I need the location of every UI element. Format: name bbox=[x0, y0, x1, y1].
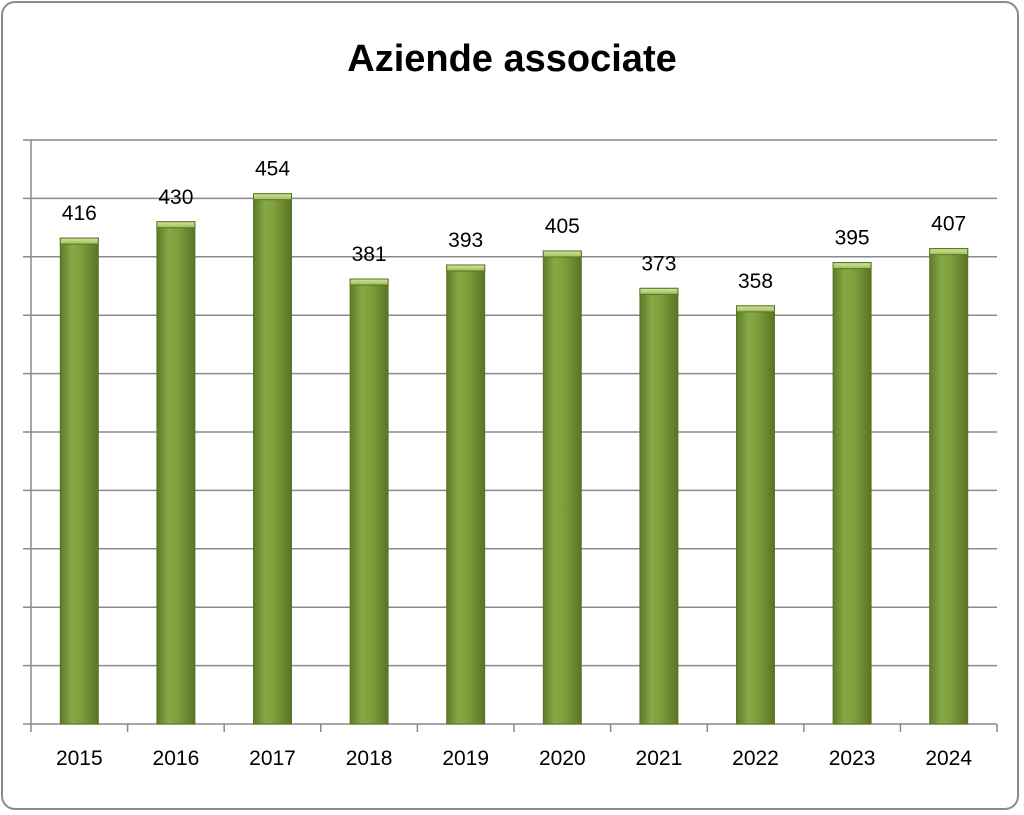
bar bbox=[929, 248, 969, 725]
bar-cap bbox=[349, 278, 389, 286]
data-label: 405 bbox=[545, 215, 580, 238]
bar bbox=[156, 221, 196, 725]
x-tick-labels: 2015 2016 2017 2018 2019 2020 2021 2022 2023 2024 bbox=[56, 747, 972, 770]
axes bbox=[30, 140, 998, 732]
x-tick-label: 2021 bbox=[636, 747, 683, 770]
data-label: 407 bbox=[931, 213, 966, 236]
bar bbox=[446, 264, 486, 725]
bar-cap bbox=[639, 287, 679, 295]
data-labels: 416 430 454 381 393 405 373 358 395 407 bbox=[62, 158, 966, 293]
bar-cap bbox=[736, 305, 775, 313]
x-tick-label: 2015 bbox=[56, 747, 103, 770]
bar-cap bbox=[832, 262, 872, 270]
data-label: 393 bbox=[448, 229, 483, 252]
bar bbox=[542, 250, 582, 725]
bar bbox=[736, 305, 775, 725]
bar-body bbox=[832, 262, 872, 725]
data-label: 373 bbox=[641, 252, 676, 275]
x-tick-label: 2020 bbox=[539, 747, 586, 770]
bar-body bbox=[639, 287, 679, 725]
bar-body bbox=[59, 237, 99, 725]
bar-cap bbox=[156, 221, 196, 229]
bar-body bbox=[929, 248, 969, 725]
bar-cap bbox=[929, 248, 969, 256]
x-tick-label: 2016 bbox=[153, 747, 200, 770]
bar-cap bbox=[542, 250, 582, 258]
bar-body bbox=[736, 305, 775, 725]
data-label: 381 bbox=[352, 243, 387, 266]
bar-body bbox=[253, 193, 292, 725]
bars bbox=[59, 193, 969, 725]
x-tick-label: 2023 bbox=[829, 747, 876, 770]
bar-cap bbox=[253, 193, 292, 201]
bar bbox=[639, 287, 679, 725]
bar-cap bbox=[446, 264, 486, 272]
x-tick-label: 2018 bbox=[346, 747, 393, 770]
bar-body bbox=[349, 278, 389, 725]
data-label: 358 bbox=[738, 270, 773, 293]
bar bbox=[59, 237, 99, 725]
x-tick-label: 2024 bbox=[925, 747, 972, 770]
chart-title: Aziende associate bbox=[347, 38, 677, 80]
bar-body bbox=[446, 264, 486, 725]
bar bbox=[253, 193, 292, 725]
bar bbox=[349, 278, 389, 725]
x-tick-label: 2019 bbox=[442, 747, 489, 770]
data-label: 454 bbox=[255, 158, 290, 181]
data-label: 430 bbox=[158, 186, 193, 209]
bar-body bbox=[542, 250, 582, 725]
data-label: 395 bbox=[835, 227, 870, 250]
bar bbox=[832, 262, 872, 725]
data-label: 416 bbox=[62, 202, 97, 225]
bar-cap bbox=[59, 237, 99, 245]
bar-body bbox=[156, 221, 196, 725]
x-tick-label: 2022 bbox=[732, 747, 779, 770]
x-tick-label: 2017 bbox=[249, 747, 296, 770]
